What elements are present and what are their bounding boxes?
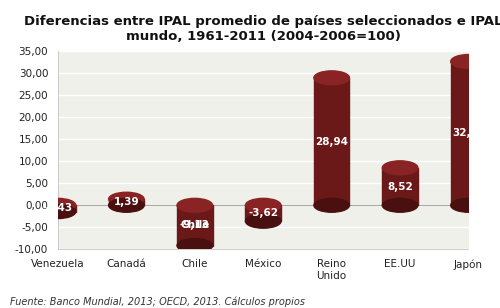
- Ellipse shape: [246, 214, 281, 228]
- Text: -1,43: -1,43: [43, 204, 73, 213]
- Ellipse shape: [314, 198, 350, 212]
- Title: Diferencias entre IPAL promedio de países seleccionados e IPAL
mundo, 1961-2011 : Diferencias entre IPAL promedio de paíse…: [24, 15, 500, 43]
- Bar: [108, 199, 144, 205]
- Text: Fuente: Banco Mundial, 2013; OECD, 2013. Cálculos propios: Fuente: Banco Mundial, 2013; OECD, 2013.…: [10, 296, 305, 307]
- Bar: [246, 205, 281, 221]
- Ellipse shape: [177, 198, 212, 212]
- Ellipse shape: [382, 161, 418, 175]
- Bar: [40, 205, 76, 212]
- Bar: [450, 62, 486, 205]
- Bar: [382, 168, 418, 205]
- Text: 28,94: 28,94: [315, 136, 348, 147]
- Ellipse shape: [450, 198, 486, 212]
- Ellipse shape: [382, 198, 418, 212]
- Bar: [177, 205, 212, 245]
- Text: 1,39: 1,39: [114, 197, 139, 207]
- Ellipse shape: [177, 239, 212, 253]
- Text: Chile: Chile: [180, 220, 210, 230]
- Ellipse shape: [450, 55, 486, 68]
- Text: 32,65: 32,65: [452, 128, 485, 138]
- Bar: [314, 78, 350, 205]
- Ellipse shape: [108, 192, 144, 206]
- Text: 8,52: 8,52: [387, 181, 413, 192]
- Ellipse shape: [314, 71, 350, 85]
- Text: -3,62: -3,62: [248, 208, 278, 218]
- Ellipse shape: [108, 198, 144, 212]
- Ellipse shape: [40, 205, 76, 219]
- Ellipse shape: [246, 198, 281, 212]
- Ellipse shape: [40, 198, 76, 212]
- Text: -9,13: -9,13: [180, 221, 210, 230]
